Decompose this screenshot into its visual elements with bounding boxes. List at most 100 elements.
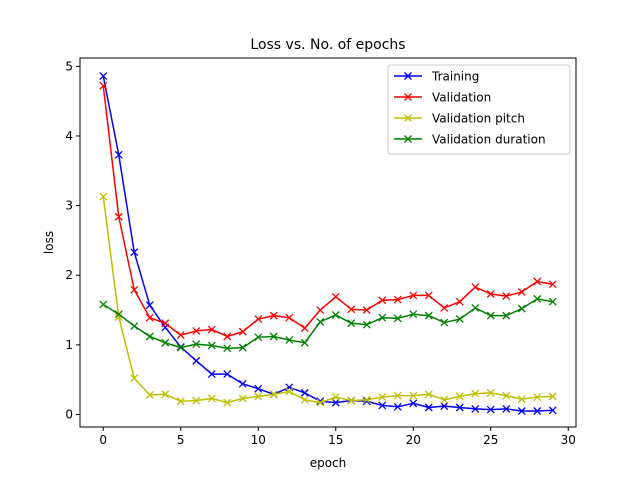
legend-item-validation: Validation [394, 91, 491, 105]
data-point [269, 390, 278, 399]
x-tick-label: 15 [328, 433, 343, 447]
legend-label: Training [431, 70, 479, 84]
data-point [409, 399, 418, 408]
data-point [161, 338, 170, 347]
data-point [130, 248, 139, 257]
data-point [145, 391, 154, 399]
data-point [300, 395, 309, 404]
data-point [440, 402, 449, 411]
data-point [548, 406, 557, 415]
legend-label: Validation [432, 91, 491, 105]
legend-label: Validation pitch [432, 112, 525, 126]
y-tick-label: 4 [65, 129, 73, 143]
data-point [471, 303, 480, 312]
data-point [424, 311, 433, 320]
data-point [502, 404, 511, 413]
y-tick-label: 3 [65, 199, 73, 213]
data-point [192, 356, 201, 365]
data-point [409, 391, 418, 400]
data-point [176, 343, 185, 352]
series-line [102, 298, 553, 350]
data-point [223, 398, 232, 407]
data-point [99, 81, 108, 90]
data-point [378, 313, 387, 322]
data-point [533, 407, 542, 415]
data-point [393, 314, 402, 323]
data-point [130, 285, 139, 294]
data-point [254, 384, 263, 393]
data-point [440, 303, 449, 312]
data-point [285, 313, 294, 322]
data-point [99, 192, 108, 201]
data-point [238, 394, 247, 403]
series-validation-duration [99, 294, 557, 353]
data-point [347, 396, 356, 405]
data-point [517, 304, 526, 313]
data-point [393, 402, 402, 411]
data-point [378, 393, 387, 402]
legend-marker [404, 114, 412, 122]
data-point [207, 370, 216, 379]
legend-marker [404, 135, 412, 143]
data-point [176, 397, 185, 406]
data-point [424, 291, 433, 300]
data-point [502, 391, 511, 400]
data-point [362, 306, 371, 314]
chart-title: Loss vs. No. of epochs [250, 37, 405, 53]
data-point [455, 315, 464, 324]
y-axis-label: loss [42, 231, 56, 254]
data-point [130, 374, 139, 383]
data-point [145, 301, 154, 310]
data-point [99, 72, 108, 81]
data-point [347, 319, 356, 328]
data-point [502, 292, 511, 301]
data-point [192, 396, 201, 405]
data-point [176, 331, 185, 340]
data-point [316, 398, 325, 407]
data-point [316, 317, 325, 326]
plot-frame [79, 57, 577, 428]
data-point [378, 401, 387, 410]
data-point [471, 283, 480, 292]
data-point [285, 387, 294, 396]
data-point [316, 306, 325, 314]
data-point [331, 310, 340, 319]
data-point [114, 212, 123, 221]
data-point [517, 407, 526, 415]
legend: Training Validation Validation pitch Valida… [387, 64, 571, 155]
data-point [362, 320, 371, 329]
plot-area [99, 72, 557, 415]
legend-label: Validation duration [432, 133, 546, 147]
data-point [300, 388, 309, 397]
data-point [114, 310, 123, 319]
axes: 0 5 10 15 20 25 30 0 1 2 3 4 5 [65, 59, 576, 447]
x-tick-label: 20 [406, 433, 421, 447]
data-point [455, 403, 464, 412]
data-point [409, 291, 418, 300]
y-tick-label: 5 [65, 59, 73, 73]
data-point [486, 311, 495, 320]
data-point [285, 336, 294, 344]
series-line [102, 196, 553, 404]
x-tick-label: 5 [177, 433, 185, 447]
x-tick-label: 0 [99, 433, 107, 447]
data-point [254, 315, 263, 324]
data-point [238, 343, 247, 352]
data-point [254, 392, 263, 401]
data-point [238, 379, 247, 388]
data-point [114, 313, 123, 321]
data-point [362, 395, 371, 404]
data-point [223, 370, 232, 379]
data-point [393, 295, 402, 304]
legend-item-training: Training [394, 70, 479, 84]
data-point [471, 389, 480, 398]
data-point [502, 311, 511, 320]
legend-item-validation-duration: Validation duration [394, 133, 546, 147]
data-point [130, 322, 139, 331]
x-tick-label: 30 [561, 433, 576, 447]
data-point [161, 390, 170, 399]
data-point [316, 397, 325, 406]
data-point [238, 327, 247, 336]
data-point [331, 393, 340, 402]
data-point [548, 392, 557, 401]
